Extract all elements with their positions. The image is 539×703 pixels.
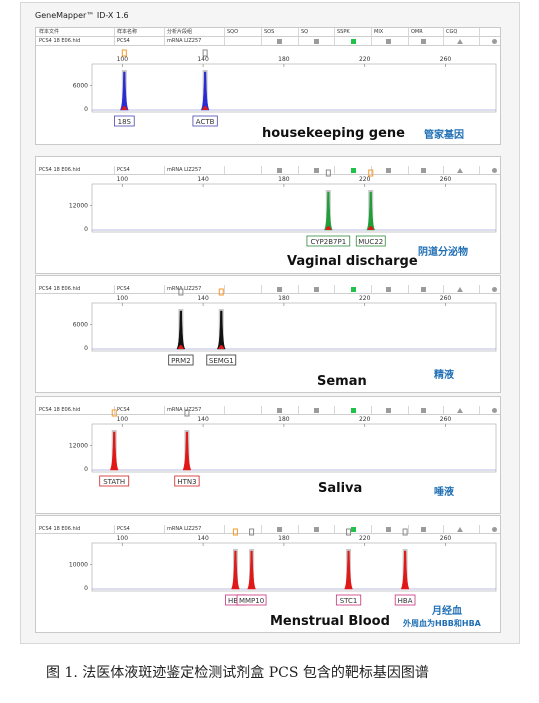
panel-title: housekeeping gene <box>262 126 405 141</box>
y-zero-label: 0 <box>84 345 88 352</box>
plot-frame <box>92 303 496 351</box>
allele-label: STC1 <box>340 597 358 605</box>
x-tick-label: 180 <box>278 295 290 302</box>
plot-frame <box>92 64 496 112</box>
peak-trace[interactable] <box>217 311 225 349</box>
y-tick-label: 6000 <box>73 322 88 329</box>
peak-marker-icon[interactable] <box>185 410 189 416</box>
panel-title-cn: 唾液 <box>434 483 454 498</box>
panel-title-cn: 月经血 <box>432 602 462 617</box>
peak-trace[interactable] <box>110 432 118 470</box>
panel-title-cn: 管家基因 <box>424 126 464 141</box>
peak-trace[interactable] <box>201 72 209 110</box>
electropherogram-panel-menstrual: PCS4 18 E06.hid PCS4 mRNA LIZ257 100 140 180 2… <box>35 515 501 633</box>
panel-subtitle-cn: 外周血为HBB和HBA <box>403 618 481 629</box>
x-tick-label: 140 <box>197 295 209 302</box>
app-title: GeneMapper™ ID-X 1.6 <box>35 11 129 20</box>
peak-trace[interactable] <box>177 311 185 349</box>
electropherogram-panel-saliva: PCS4 18 E06.hid PCS4 mRNA LIZ257 100 140 180 2… <box>35 396 501 514</box>
allele-label: HBA <box>398 597 413 605</box>
panel-title: Vaginal discharge <box>287 254 418 269</box>
y-tick-label: 12000 <box>69 203 88 210</box>
allele-label: HTN3 <box>177 478 196 486</box>
x-tick-label: 180 <box>278 176 290 183</box>
x-tick-label: 100 <box>117 176 129 183</box>
x-tick-label: 180 <box>278 535 290 542</box>
x-tick-label: 140 <box>197 416 209 423</box>
peak-marker-icon[interactable] <box>326 170 330 176</box>
peak-marker-icon[interactable] <box>403 529 407 535</box>
electropherogram-plot: 100 140 180 220 260 6000 0 PRM2 SEMG1 <box>36 276 502 394</box>
x-tick-label: 260 <box>440 295 452 302</box>
y-tick-label: 12000 <box>69 443 88 450</box>
plot-frame <box>92 184 496 232</box>
panel-title-cn: 阴道分泌物 <box>418 243 468 258</box>
allele-label: ACTB <box>196 118 215 126</box>
peak-trace[interactable] <box>367 192 375 230</box>
peak-marker-icon[interactable] <box>219 289 223 295</box>
peak-trace[interactable] <box>231 551 239 589</box>
peak-trace[interactable] <box>324 192 332 230</box>
peak-trace[interactable] <box>183 432 191 470</box>
y-tick-label: 6000 <box>73 83 88 90</box>
x-tick-label: 100 <box>117 416 129 423</box>
x-tick-label: 260 <box>440 56 452 63</box>
peak-marker-icon[interactable] <box>347 529 351 535</box>
x-tick-label: 260 <box>440 416 452 423</box>
peak-marker-icon[interactable] <box>179 289 183 295</box>
electropherogram-panel-vaginal: PCS4 18 E06.hid PCS4 mRNA LIZ257 100 140 180 2… <box>35 156 501 274</box>
x-tick-label: 220 <box>359 176 371 183</box>
allele-label: STATH <box>103 478 125 486</box>
panel-title: Saliva <box>318 481 362 496</box>
x-tick-label: 260 <box>440 535 452 542</box>
allele-label: SEMG1 <box>209 357 234 365</box>
peak-trace[interactable] <box>248 551 256 589</box>
panel-title: Menstrual Blood <box>270 614 390 629</box>
y-zero-label: 0 <box>84 585 88 592</box>
plot-frame <box>92 543 496 591</box>
x-tick-label: 140 <box>197 56 209 63</box>
y-tick-label: 10000 <box>69 562 88 569</box>
x-tick-label: 180 <box>278 416 290 423</box>
y-zero-label: 0 <box>84 226 88 233</box>
peak-marker-icon[interactable] <box>233 529 237 535</box>
allele-label: MMP10 <box>239 597 264 605</box>
allele-label: PRM2 <box>171 357 191 365</box>
figure-caption: 图 1. 法医体液斑迹鉴定检测试剂盒 PCS 包含的靶标基因图谱 <box>46 662 429 682</box>
plot-frame <box>92 424 496 472</box>
x-tick-label: 100 <box>117 535 129 542</box>
genemapper-window: GeneMapper™ ID-X 1.6 样本文件 样本名称 分析片段组 SQO SOS… <box>20 2 520 644</box>
x-tick-label: 140 <box>197 535 209 542</box>
electropherogram-panel-housekeeping: 样本文件 样本名称 分析片段组 SQO SOS SQ SSPK MIX OMR CGQ PCS4 1… <box>35 27 501 145</box>
y-zero-label: 0 <box>84 106 88 113</box>
x-tick-label: 140 <box>197 176 209 183</box>
allele-label: CYP2B7P1 <box>311 238 347 246</box>
x-tick-label: 260 <box>440 176 452 183</box>
allele-label: 18S <box>118 118 132 126</box>
x-tick-label: 220 <box>359 295 371 302</box>
x-tick-label: 220 <box>359 56 371 63</box>
peak-trace[interactable] <box>401 551 409 589</box>
y-zero-label: 0 <box>84 466 88 473</box>
allele-label: MUC22 <box>358 238 383 246</box>
peak-trace[interactable] <box>345 551 353 589</box>
x-tick-label: 220 <box>359 535 371 542</box>
peak-trace[interactable] <box>120 72 128 110</box>
panel-title-cn: 精液 <box>434 366 454 381</box>
peak-marker-icon[interactable] <box>250 529 254 535</box>
x-tick-label: 220 <box>359 416 371 423</box>
x-tick-label: 100 <box>117 56 129 63</box>
electropherogram-panel-semen: PCS4 18 E06.hid PCS4 mRNA LIZ257 100 140 180 2… <box>35 275 501 393</box>
x-tick-label: 180 <box>278 56 290 63</box>
panel-title: Seman <box>317 374 367 389</box>
electropherogram-plot: 100 140 180 220 260 12000 0 STATH HTN3 <box>36 397 502 515</box>
x-tick-label: 100 <box>117 295 129 302</box>
